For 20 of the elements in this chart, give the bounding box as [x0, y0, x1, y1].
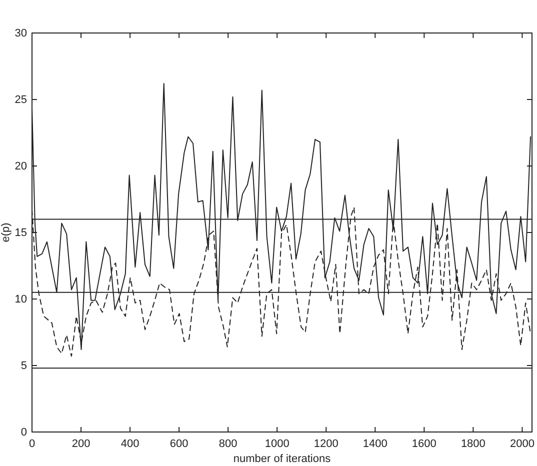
- y-axis-title: e(p): [0, 222, 12, 242]
- y-tick-label: 25: [14, 94, 27, 106]
- x-tick-label: 2000: [510, 438, 534, 450]
- x-tick-label: 200: [72, 438, 90, 450]
- x-tick-label: 1000: [264, 438, 290, 450]
- y-tick-label: 15: [14, 227, 27, 240]
- y-tick-label: 20: [14, 160, 27, 173]
- x-axis-title: number of iterations: [233, 453, 332, 465]
- x-tick-label: 1400: [362, 438, 388, 450]
- x-tick-label: 400: [120, 438, 140, 450]
- y-tick-label: 5: [20, 360, 27, 372]
- y-tick-label: 0: [20, 426, 27, 439]
- y-tick-label: 30: [14, 28, 27, 40]
- x-tick-label: 1600: [412, 438, 436, 450]
- y-tick-label: 10: [14, 294, 27, 306]
- x-tick-label: 800: [218, 438, 238, 450]
- x-tick-label: 1200: [314, 438, 338, 450]
- x-tick-label: 1800: [460, 438, 486, 450]
- x-tick-label: 0: [28, 438, 36, 450]
- x-tick-label: 600: [170, 438, 188, 450]
